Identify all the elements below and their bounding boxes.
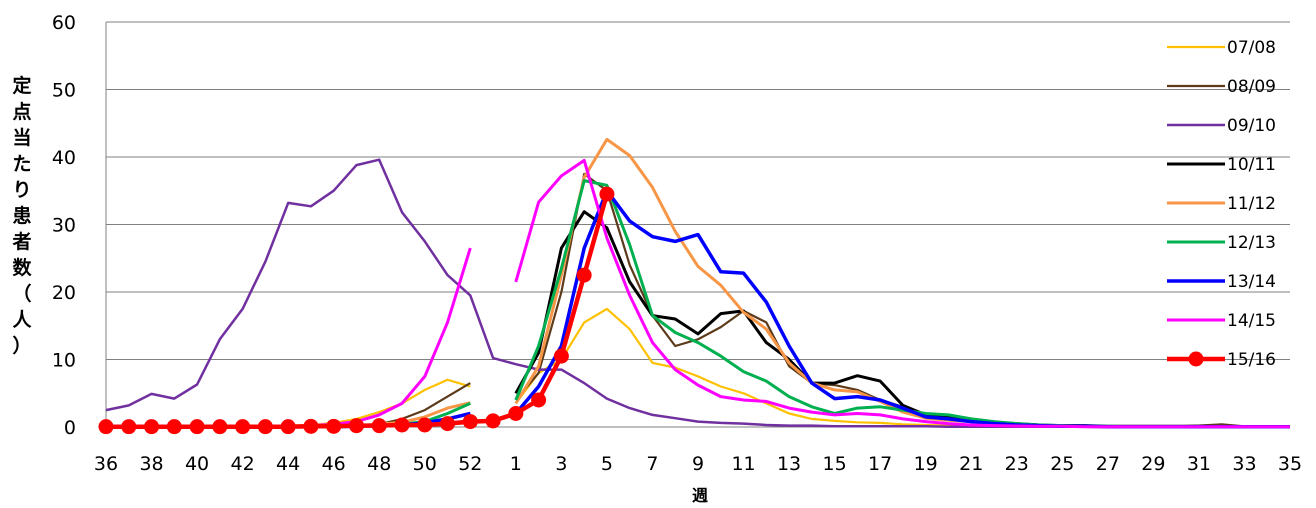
series-14-15 bbox=[106, 158, 1290, 429]
data-point bbox=[485, 413, 501, 429]
data-point bbox=[462, 414, 478, 430]
data-point bbox=[440, 416, 456, 432]
legend-label: 10/11 bbox=[1227, 155, 1276, 175]
data-point bbox=[144, 419, 160, 435]
data-point bbox=[257, 419, 273, 435]
legend-label: 11/12 bbox=[1227, 194, 1276, 214]
y-tick-label: 50 bbox=[52, 80, 76, 102]
x-tick-label: 23 bbox=[1005, 453, 1029, 475]
legend-label: 15/16 bbox=[1227, 350, 1276, 370]
x-tick-label: 40 bbox=[185, 453, 209, 475]
y-tick-label: 10 bbox=[52, 350, 76, 372]
x-tick-label: 50 bbox=[413, 453, 437, 475]
x-tick-label: 15 bbox=[823, 453, 847, 475]
data-point bbox=[508, 406, 524, 421]
x-tick-label: 5 bbox=[601, 453, 613, 475]
x-tick-label: 38 bbox=[139, 453, 163, 475]
x-tick-label: 36 bbox=[94, 453, 118, 475]
data-point bbox=[531, 392, 547, 408]
legend-label: 12/13 bbox=[1227, 233, 1276, 253]
y-axis-ticks: 0 10 20 30 40 50 60 bbox=[52, 12, 76, 439]
x-axis-ticks: 36 38 40 42 44 46 48 50 52 1 3 5 7 9 11 13 15 17 19 21 23 25 2… bbox=[94, 453, 1302, 475]
y-tick-label: 60 bbox=[52, 12, 76, 34]
series-line bbox=[514, 188, 1290, 429]
data-point bbox=[189, 419, 205, 435]
x-tick-label: 3 bbox=[555, 453, 567, 475]
series-line bbox=[514, 158, 1290, 429]
data-point bbox=[576, 267, 592, 283]
series-10-11 bbox=[106, 210, 1290, 429]
y-tick-label: 40 bbox=[52, 147, 76, 169]
x-tick-label: 31 bbox=[1187, 453, 1211, 475]
data-point bbox=[166, 419, 182, 435]
series-line bbox=[514, 179, 1290, 429]
data-point bbox=[599, 186, 615, 202]
y-tick-label: 30 bbox=[52, 215, 76, 237]
x-tick-label: 9 bbox=[692, 453, 704, 475]
x-tick-label: 27 bbox=[1096, 453, 1120, 475]
x-tick-label: 46 bbox=[322, 453, 346, 475]
data-point bbox=[98, 419, 114, 435]
x-tick-label: 48 bbox=[367, 453, 391, 475]
y-axis-label: 定点当たり患者数（人） bbox=[12, 74, 32, 357]
data-point bbox=[348, 418, 364, 434]
legend: 07/08 08/09 09/10 10/11 11/12 12/13 13/14 14/15… bbox=[1167, 38, 1276, 370]
legend-marker bbox=[1188, 351, 1204, 367]
series-13-14 bbox=[106, 188, 1290, 429]
series-07-08 bbox=[106, 307, 1290, 428]
data-point bbox=[417, 417, 433, 433]
x-tick-label: 29 bbox=[1141, 453, 1165, 475]
x-tick-label: 52 bbox=[458, 453, 482, 475]
y-tick-label: 0 bbox=[64, 417, 76, 439]
data-point bbox=[235, 419, 251, 435]
gridlines bbox=[105, 21, 1290, 428]
x-tick-label: 33 bbox=[1232, 453, 1256, 475]
x-tick-label: 44 bbox=[276, 453, 300, 475]
data-point bbox=[303, 418, 319, 434]
x-tick-label: 21 bbox=[959, 453, 983, 475]
data-point bbox=[371, 418, 387, 434]
x-tick-label: 19 bbox=[914, 453, 938, 475]
x-tick-label: 1 bbox=[510, 453, 522, 475]
x-tick-label: 7 bbox=[646, 453, 658, 475]
legend-label: 09/10 bbox=[1227, 116, 1276, 136]
series-lines bbox=[98, 137, 1290, 435]
x-tick-label: 11 bbox=[731, 453, 755, 475]
data-point bbox=[280, 419, 296, 435]
y-tick-label: 20 bbox=[52, 282, 76, 304]
series-line bbox=[106, 247, 472, 429]
legend-label: 07/08 bbox=[1227, 38, 1276, 58]
x-tick-label: 35 bbox=[1278, 453, 1302, 475]
legend-label: 14/15 bbox=[1227, 311, 1276, 331]
data-point bbox=[326, 418, 342, 434]
series-15-16 bbox=[98, 186, 615, 435]
data-point bbox=[212, 419, 228, 435]
x-tick-label: 13 bbox=[777, 453, 801, 475]
data-point bbox=[553, 348, 569, 364]
data-point bbox=[121, 419, 137, 435]
x-tick-label: 17 bbox=[868, 453, 892, 475]
x-tick-label: 42 bbox=[231, 453, 255, 475]
x-axis-label: 週 bbox=[692, 486, 708, 505]
legend-label: 08/09 bbox=[1227, 77, 1276, 97]
x-tick-label: 25 bbox=[1050, 453, 1074, 475]
legend-label: 13/14 bbox=[1227, 272, 1276, 292]
data-point bbox=[394, 417, 410, 433]
